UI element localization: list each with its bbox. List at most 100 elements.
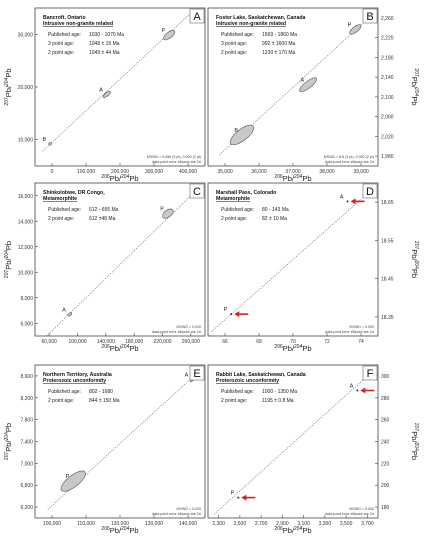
panel-title: Shinkolobwe, DR Congo, — [43, 190, 105, 196]
x-tick-label: 300,000 — [145, 169, 163, 175]
age-line-value: 1195 ± 0.8 Ma — [262, 398, 294, 404]
x-tick-label: 38,000 — [319, 169, 335, 175]
y-tick-label: 2,020 — [381, 134, 394, 140]
age-line-value: 80 - 143 Ma — [262, 207, 289, 213]
panel-frame — [34, 7, 206, 167]
age-line-label: Published age: — [221, 32, 254, 38]
age-line-label: 2 point age: — [221, 50, 247, 56]
x-tick-label: 66 — [222, 339, 228, 345]
x-tick-label: 2,700 — [255, 521, 268, 527]
y-tick-label: 2,060 — [381, 115, 394, 121]
y-tick-label: 2,180 — [381, 55, 394, 61]
panel-c: 60,000 100,000 140,000 180,000 220,000 260,00… — [4, 182, 206, 353]
y-tick-label: 6,000 — [20, 321, 33, 327]
error-ellipse — [163, 30, 176, 41]
y-tick-label: 7,800 — [20, 418, 33, 424]
panel-letter: A — [193, 11, 201, 23]
panel-subtitle: Metamorphite — [43, 196, 77, 202]
age-line-label: 2 point age: — [48, 50, 74, 56]
x-axis-label: 206Pb/204Pb — [274, 526, 311, 535]
age-line-value: 612 ±48 Ma — [89, 216, 116, 222]
mswd-note: data-point error ellipses are 2σ — [325, 330, 375, 334]
panel-letter-box — [362, 365, 378, 381]
x-tick-label: 180,000 — [125, 339, 143, 345]
age-line-label: Published age: — [221, 389, 254, 395]
age-line-label: Published age: — [221, 207, 254, 213]
panel-f: 2,300 2,500 2,700 2,900 3,100 3,300 3,500 3,700… — [207, 364, 419, 535]
y-axis-label: 207Pb/204Pb — [4, 68, 13, 105]
point-label: A — [62, 307, 66, 313]
age-line-label: Published age: — [48, 389, 81, 395]
red-arrow-head — [350, 198, 356, 205]
point-label: A — [350, 384, 354, 390]
y-tick-label: 300 — [381, 374, 390, 380]
x-tick-label: 100,000 — [43, 521, 61, 527]
x-tick-label: 3,300 — [319, 521, 332, 527]
y-tick-label: 10,000 — [18, 138, 34, 144]
x-tick-label: 2,500 — [234, 521, 247, 527]
x-axis-label: 206Pb/204Pb — [274, 174, 311, 183]
age-line-value: 1569 - 1860 Ma — [262, 32, 297, 38]
y-tick-label: 18.35 — [381, 315, 394, 321]
x-tick-label: 220,000 — [153, 339, 171, 345]
mswd-note: data-point error ellipses are 2σ — [325, 160, 375, 164]
mswd-note: data-point error ellipses are 2σ — [152, 160, 202, 164]
panel-frame — [34, 364, 206, 519]
x-tick-label: 3,700 — [361, 521, 374, 527]
red-arrow-head — [360, 387, 366, 394]
x-tick-label: 74 — [358, 339, 364, 345]
x-tick-label: 140,000 — [97, 339, 115, 345]
age-line-label: Published age: — [48, 207, 81, 213]
x-tick-label: 260,000 — [182, 339, 200, 345]
y-tick-label: 18.55 — [381, 238, 394, 244]
y-tick-label: 12,000 — [18, 245, 34, 251]
error-ellipse — [229, 124, 255, 146]
panel-d: 66 68 70 72 74 18.35 18.45 18.55 18.65 P A D Marshal… — [207, 182, 419, 353]
y-tick-label: 6,200 — [20, 505, 33, 511]
age-line-value: 612 - 655 Ma — [89, 207, 119, 213]
y-tick-label: 180 — [381, 505, 390, 511]
y-tick-label: 8,200 — [20, 396, 33, 402]
y-tick-label: 30,000 — [18, 32, 34, 38]
age-line-value: 1239 ± 170 Ma — [262, 50, 296, 56]
panel-subtitle: Proterozoic unconformity — [43, 378, 106, 384]
x-tick-label: 36,000 — [251, 169, 267, 175]
y-tick-label: 260 — [381, 418, 390, 424]
data-point — [230, 313, 233, 316]
isochron-line — [42, 10, 194, 152]
panel-title: Northern Territory, Australia — [43, 372, 112, 378]
point-label: P — [231, 491, 235, 497]
mswd-note: MSWD = 8.8 (3 pt), 0.000 (2 pt) — [324, 155, 374, 159]
data-point — [346, 200, 349, 203]
panel-b: 35,000 36,000 37,000 38,000 39,000 1,980 2,020… — [207, 7, 419, 183]
isochron-line — [211, 187, 375, 332]
mswd-note: MSWD = 0.000 — [350, 325, 374, 329]
y-tick-label: 220 — [381, 461, 390, 467]
age-line-value: 1048 ± 19 Ma — [89, 41, 120, 47]
age-line-label: 2 point age: — [48, 398, 74, 404]
mswd-note: MSWD = 0.000 — [350, 507, 374, 511]
panel-e: 100,000 110,000 120,000 130,000 140,000 6,200… — [4, 364, 206, 535]
y-tick-label: 6,600 — [20, 483, 33, 489]
point-label: A — [99, 87, 103, 93]
y-tick-label: 18.65 — [381, 200, 394, 206]
point-label: P — [348, 22, 352, 28]
x-tick-label: 60,000 — [42, 339, 58, 345]
x-axis-label: 206Pb/204Pb — [101, 344, 138, 353]
error-ellipse — [60, 470, 86, 492]
panel-title: Rabbit Lake, Saskatchewan, Canada — [216, 372, 306, 378]
y-tick-label: 8,600 — [20, 374, 33, 380]
x-tick-label: 120,000 — [111, 521, 129, 527]
error-ellipse — [67, 312, 73, 317]
x-tick-label: 2,900 — [276, 521, 289, 527]
age-line-label: 3 point age: — [48, 41, 74, 47]
x-tick-label: 3,500 — [340, 521, 353, 527]
x-tick-label: 2,300 — [212, 521, 225, 527]
panel-a: 0 100,000 200,000 300,000 400,000 10,000 20,00… — [4, 7, 206, 183]
point-label: P — [224, 307, 228, 313]
x-axis-label: 206Pb/204Pb — [101, 526, 138, 535]
isochron-line — [213, 367, 378, 515]
y-tick-label: 7,400 — [20, 440, 33, 446]
age-line-value: 802 - 1680 — [89, 389, 113, 395]
error-ellipse — [162, 208, 174, 219]
